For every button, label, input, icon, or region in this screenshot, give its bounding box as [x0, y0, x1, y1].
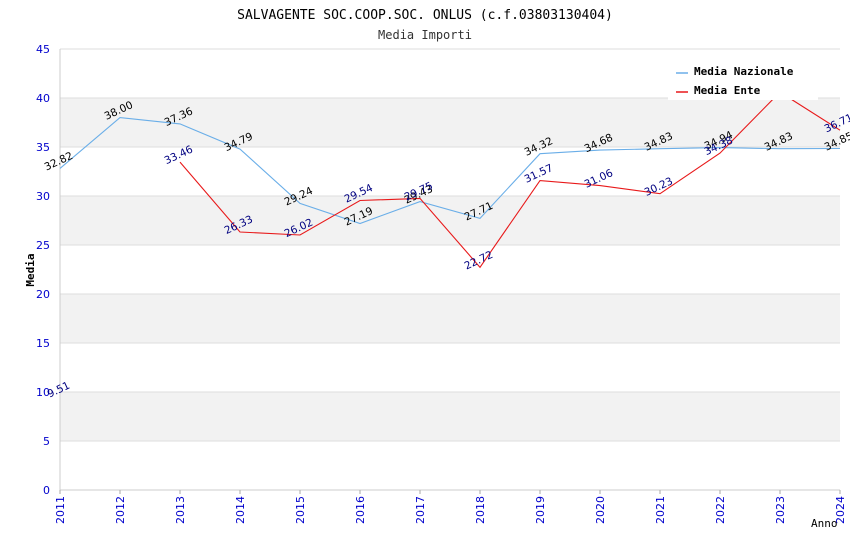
legend: Media Nazionale Media Ente	[668, 60, 818, 100]
y-tick-label-45: 45	[36, 43, 50, 56]
y-tick-label-10: 10	[36, 386, 50, 399]
x-tick-label-2024: 2024	[834, 496, 847, 524]
legend-label-media-ente: Media Ente	[694, 84, 761, 97]
band-25	[60, 196, 840, 245]
x-tick-label-2019: 2019	[534, 496, 547, 524]
x-tick-label-2015: 2015	[294, 496, 307, 524]
data-label-media-ente-2021: 30.23	[643, 175, 675, 199]
x-tick-label-2020: 2020	[594, 496, 607, 524]
y-tick-label-25: 25	[36, 239, 50, 252]
background-bands	[60, 98, 840, 441]
band-5	[60, 392, 840, 441]
y-tick-label-35: 35	[36, 141, 50, 154]
chart-title: SALVAGENTE SOC.COOP.SOC. ONLUS (c.f.0380…	[237, 8, 613, 23]
y-tick-label-15: 15	[36, 337, 50, 350]
y-tick-label-20: 20	[36, 288, 50, 301]
x-tick-label-2023: 2023	[774, 496, 787, 524]
x-tick-label-2022: 2022	[714, 496, 727, 524]
x-tick-label-2017: 2017	[414, 496, 427, 524]
y-tick-label-0: 0	[43, 484, 50, 497]
x-tick-label-2014: 2014	[234, 496, 247, 524]
x-tick-label-2018: 2018	[474, 496, 487, 524]
series-line-media-ente-1	[179, 91, 841, 269]
x-tick-label-2021: 2021	[654, 496, 667, 524]
chart-subtitle: Media Importi	[378, 28, 472, 42]
x-tick-label-2012: 2012	[114, 496, 127, 524]
band-35	[60, 98, 840, 147]
x-tick-label-2016: 2016	[354, 496, 367, 524]
axes	[59, 49, 840, 491]
band-15	[60, 294, 840, 343]
legend-label-media-nazionale: Media Nazionale	[694, 65, 794, 78]
y-tick-label-5: 5	[43, 435, 50, 448]
x-tick-label-2013: 2013	[174, 496, 187, 524]
y-axis-title: Media	[24, 253, 37, 286]
x-tick-label-2011: 2011	[54, 496, 67, 524]
y-axis-ticks: 0 5 10 15 20 25 30 35 40 45	[36, 43, 50, 497]
x-axis-ticks: 2011 2012 2013 2014 2015 2016 2017 2018 2019 2020…	[54, 490, 847, 524]
x-axis-title: Anno	[811, 517, 838, 530]
y-tick-label-40: 40	[36, 92, 50, 105]
series-lines	[59, 91, 841, 269]
legend-box	[668, 60, 818, 100]
y-tick-label-30: 30	[36, 190, 50, 203]
series-line-media-nazionale-0	[59, 117, 841, 225]
